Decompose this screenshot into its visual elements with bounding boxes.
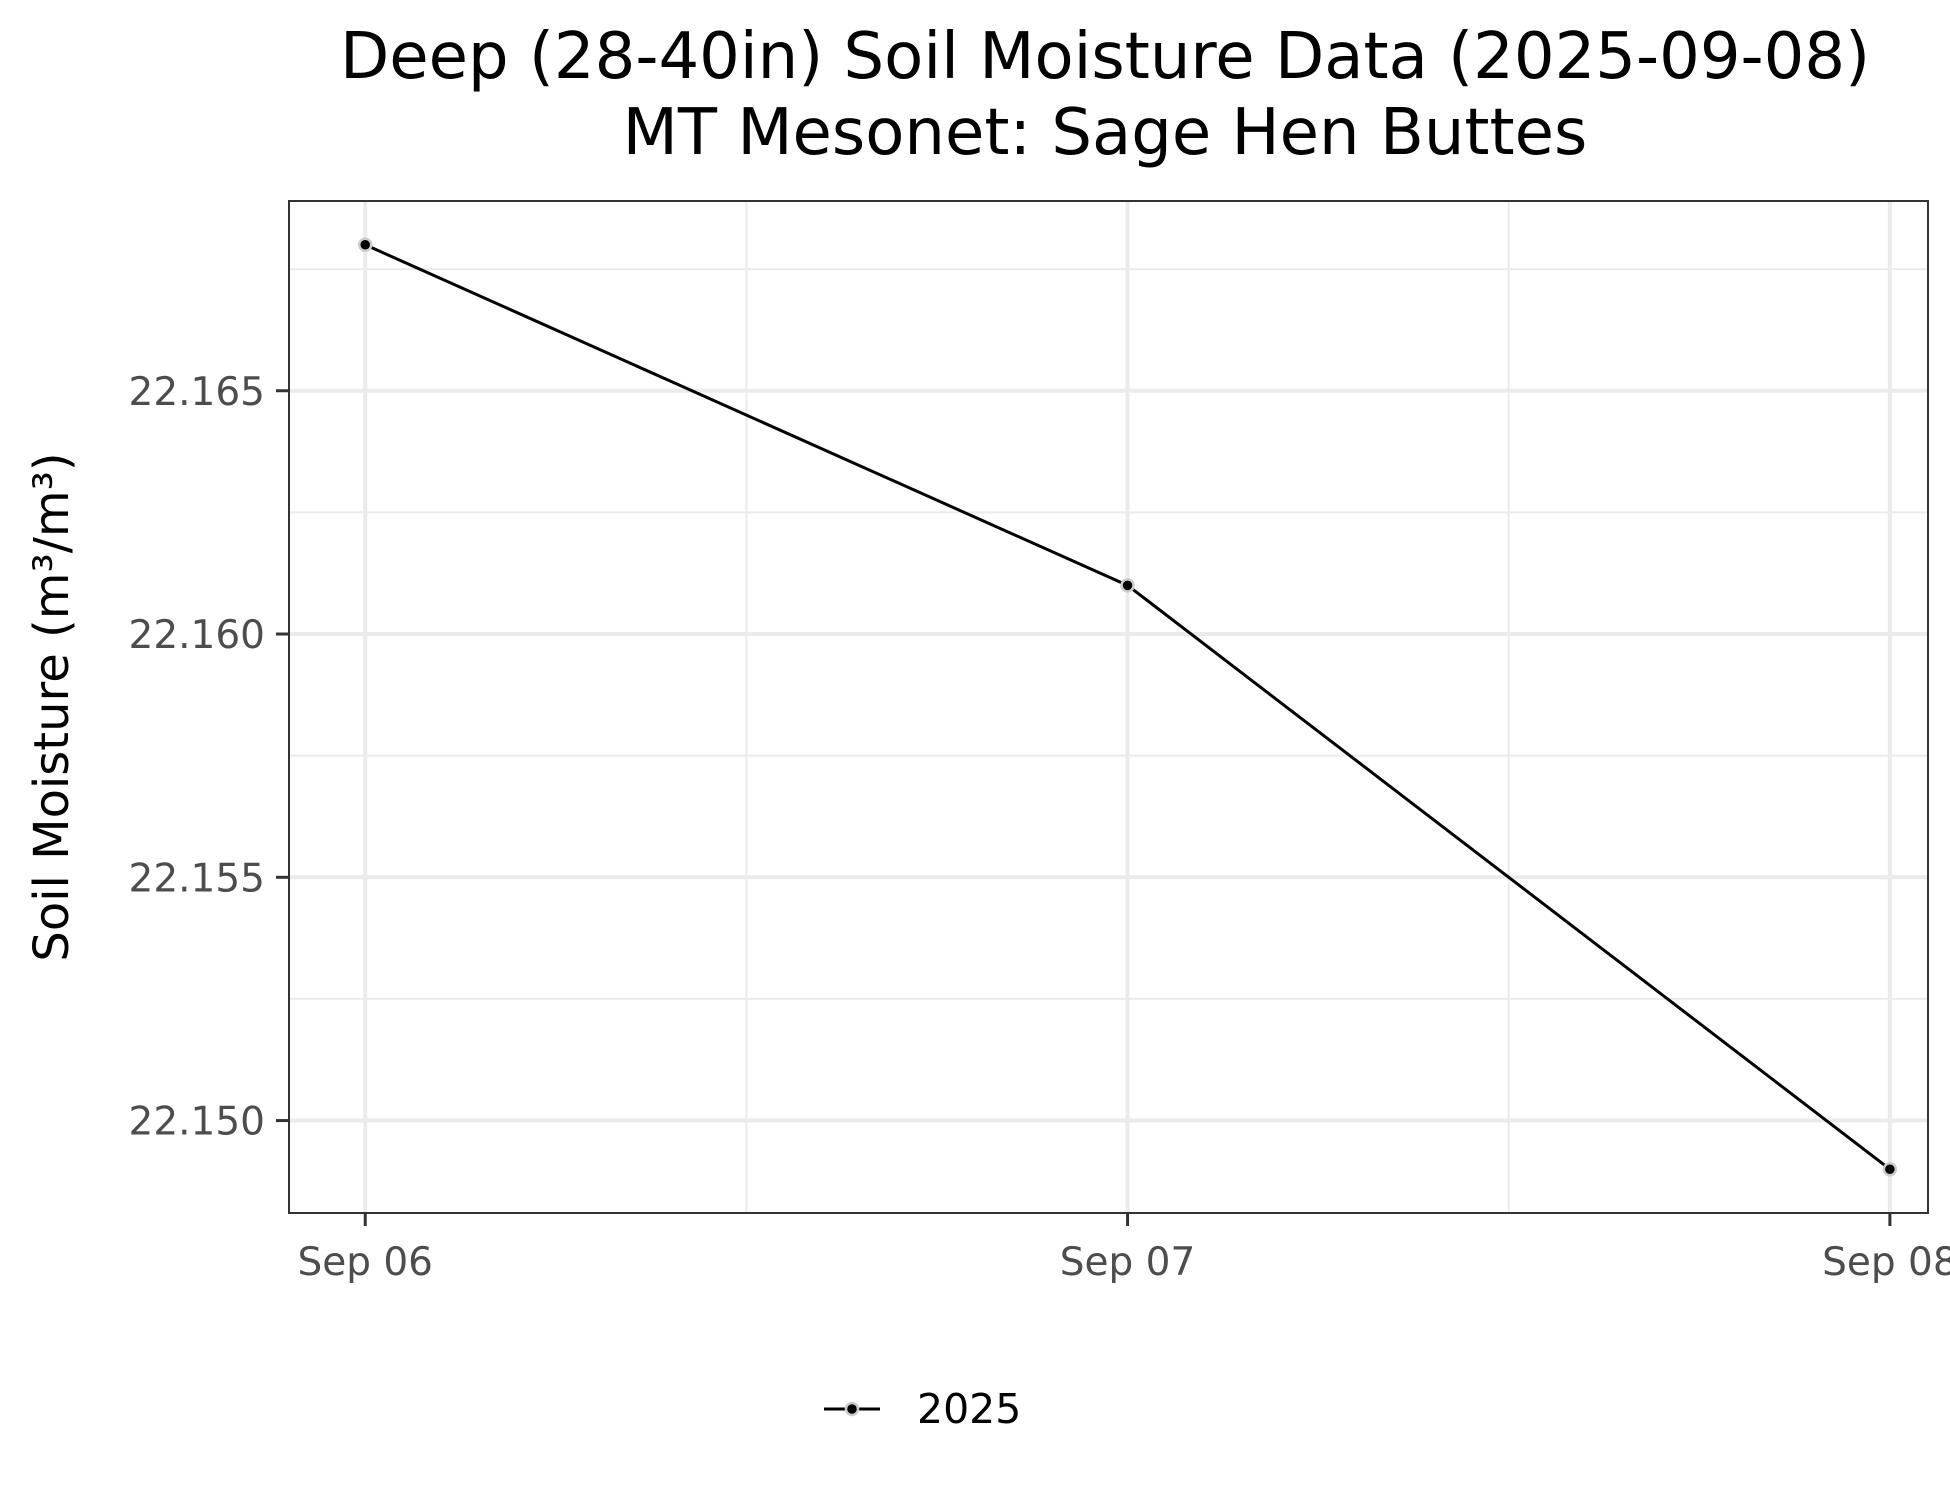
chart-title: Deep (28-40in) Soil Moisture Data (2025-… [340, 20, 1870, 94]
major-gridlines-y [289, 388, 1928, 1123]
plot-panel-border [288, 200, 1929, 1214]
y-axis-tick-label: 22.160 [129, 613, 265, 658]
y-axis-tick-label: 22.165 [129, 370, 265, 415]
legend: 2025 [824, 1385, 1021, 1433]
data-point [1882, 1161, 1898, 1177]
minor-gridlines-x [745, 201, 1510, 1213]
series-layer [357, 237, 1898, 1177]
major-gridlines-x [363, 201, 1892, 1213]
y-axis: 22.150 22.155 22.160 22.165 [129, 370, 289, 1145]
chart-subtitle: MT Mesonet: Sage Hen Buttes [623, 96, 1588, 170]
x-axis-tick-label: Sep 08 [1822, 1240, 1950, 1285]
plot-panel [289, 201, 1928, 1213]
minor-gridlines-y [289, 268, 1928, 1000]
data-point [357, 237, 373, 253]
x-axis: Sep 06 Sep 07 Sep 08 [297, 1213, 1950, 1285]
legend-label-2025: 2025 [917, 1385, 1021, 1433]
x-axis-tick-label: Sep 06 [297, 1240, 433, 1285]
data-point [1120, 578, 1135, 593]
y-axis-tick-label: 22.150 [129, 1100, 265, 1145]
x-axis-tick-label: Sep 07 [1060, 1240, 1196, 1285]
legend-key-marker [844, 1401, 860, 1417]
y-axis-title: Soil Moisture (m³/m³) [24, 452, 80, 961]
y-axis-tick-label: 22.155 [129, 856, 265, 901]
